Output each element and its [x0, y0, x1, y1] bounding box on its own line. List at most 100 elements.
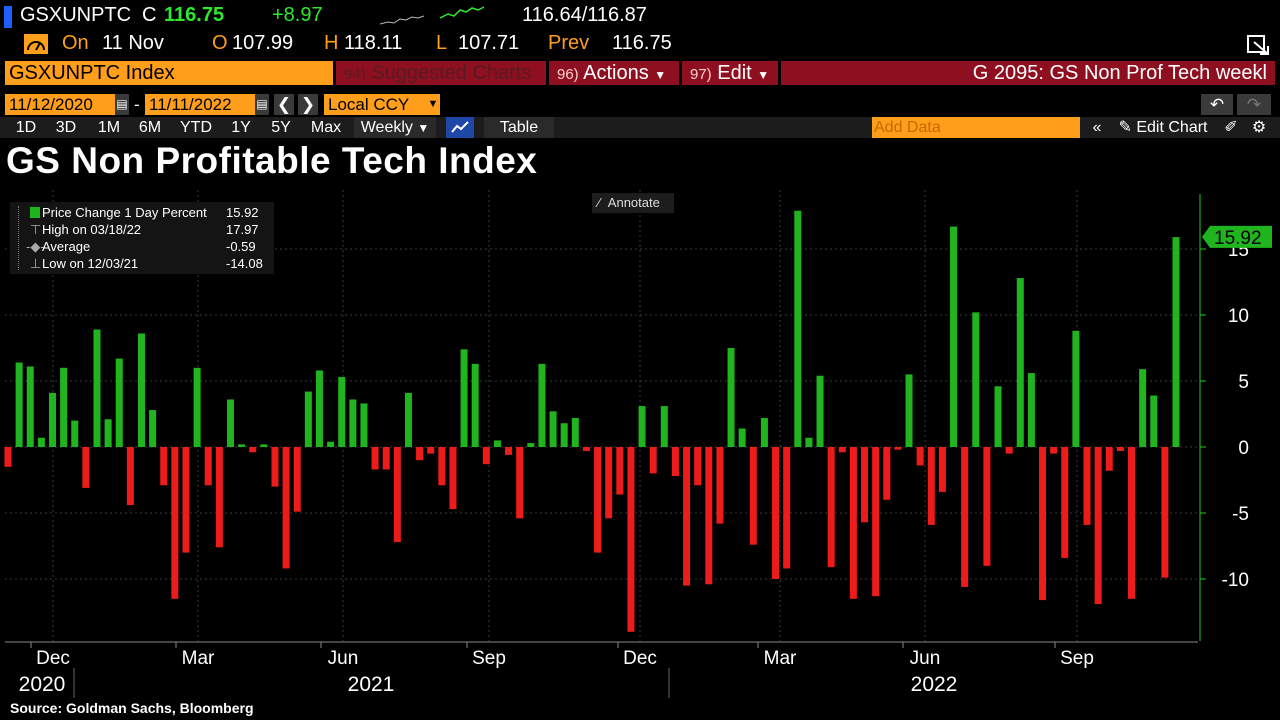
bar — [171, 447, 179, 599]
settings-gear-icon[interactable]: ⚙ — [1251, 119, 1267, 136]
bar — [427, 447, 435, 454]
suggested-charts-menu[interactable]: 94) Suggested Charts — [336, 61, 546, 85]
collapse-icon[interactable]: « — [1092, 119, 1102, 136]
bar — [338, 377, 346, 447]
edit-menu[interactable]: 97) Edit ▼ — [682, 61, 778, 85]
security-field[interactable]: GSXUNPTC Index — [5, 61, 333, 85]
bar — [638, 406, 646, 447]
bar — [883, 447, 891, 500]
bar — [705, 447, 713, 585]
bar — [772, 447, 780, 579]
y-tick-label: -10 — [1222, 570, 1249, 591]
bar — [71, 420, 79, 447]
currency-dropdown-icon[interactable]: ▼ — [426, 94, 440, 115]
bar — [1016, 278, 1024, 447]
date-range-bar: 11/12/2020 ▤ - 11/11/2022 ▤ ❮ ❯ Local CC… — [0, 94, 1280, 115]
bar — [160, 447, 168, 486]
period-1d[interactable]: 1D — [15, 119, 37, 136]
frequency-select[interactable]: Weekly ▼ — [354, 117, 436, 138]
bar — [93, 329, 101, 447]
legend-value: -0.59 — [226, 239, 256, 254]
popout-icon[interactable] — [1246, 32, 1272, 56]
annotate-button[interactable]: ⁄ Annotate — [592, 193, 674, 213]
last-price: 116.75 — [164, 4, 225, 26]
x-year-label: 2020 — [19, 673, 66, 696]
bar — [972, 312, 980, 447]
quote-bar: GSXUNPTC C 116.75 +8.97 116.64/116.87 — [0, 4, 1280, 28]
annotate-label: Annotate — [607, 195, 660, 210]
bar — [894, 447, 902, 450]
bar — [838, 447, 846, 453]
legend-row-average: -◆- Average -0.59 — [10, 238, 274, 255]
date-forward-icon[interactable]: ❯ — [298, 94, 318, 115]
legend-swatch-icon — [30, 207, 40, 218]
bar — [983, 447, 991, 566]
bar — [416, 447, 424, 461]
quote-detail-bar: On 11 Nov O 107.99 H 118.11 L 107.71 Pre… — [0, 32, 1280, 56]
period-5y[interactable]: 5Y — [271, 119, 291, 136]
y-tick-label: 0 — [1238, 438, 1249, 459]
frequency-dropdown-icon: ▼ — [417, 121, 430, 135]
end-date-field[interactable]: 11/11/2022 — [145, 94, 255, 115]
start-date-field[interactable]: 11/12/2020 — [5, 94, 115, 115]
period-max[interactable]: Max — [310, 119, 342, 136]
start-calendar-icon[interactable]: ▤ — [115, 94, 129, 115]
bar — [783, 447, 791, 569]
suggested-num: 94) — [344, 66, 366, 83]
period-3d[interactable]: 3D — [55, 119, 77, 136]
period-1m[interactable]: 1M — [97, 119, 121, 136]
x-tick-label: Sep — [472, 648, 506, 669]
undo-icon[interactable]: ↶ — [1201, 94, 1233, 115]
actions-menu[interactable]: 96) Actions ▼ — [549, 61, 679, 85]
suggested-label: Suggested Charts — [371, 62, 532, 84]
bar — [182, 447, 190, 553]
actions-dropdown-icon: ▼ — [654, 68, 667, 82]
bar — [304, 391, 312, 447]
x-tick-label: Dec — [36, 648, 70, 669]
add-data-input[interactable]: Add Data — [872, 117, 1080, 138]
bar — [215, 447, 223, 548]
end-calendar-icon[interactable]: ▤ — [255, 94, 269, 115]
currency-select[interactable]: Local CCY — [324, 94, 426, 115]
bar — [1039, 447, 1047, 601]
date-back-icon[interactable]: ❮ — [274, 94, 294, 115]
y-tick-label: 10 — [1228, 306, 1249, 327]
legend-row-low: ⊥ Low on 12/03/21 -14.08 — [10, 255, 274, 272]
trend-sparkline-icon — [440, 6, 484, 19]
bar — [516, 447, 524, 519]
edit-chart-button[interactable]: ✎ Edit Chart — [1112, 117, 1214, 138]
table-button[interactable]: Table — [484, 117, 554, 138]
open-value: 107.99 — [232, 32, 294, 54]
redo-icon[interactable]: ↷ — [1237, 94, 1271, 115]
chart-legend: Price Change 1 Day Percent 15.92 ⊤ High … — [10, 202, 274, 274]
period-1y[interactable]: 1Y — [231, 119, 251, 136]
bar — [293, 447, 301, 512]
average-marker-icon: -◆- — [26, 239, 45, 254]
bar — [271, 447, 279, 487]
period-ytd[interactable]: YTD — [180, 119, 212, 136]
bar — [349, 399, 357, 447]
bar — [1050, 447, 1058, 454]
bar — [738, 428, 746, 447]
period-6m[interactable]: 6M — [138, 119, 162, 136]
x-tick-label: Mar — [764, 648, 797, 669]
bar — [594, 447, 602, 553]
line-chart-icon[interactable] — [446, 117, 474, 138]
chart-name-field[interactable]: G 2095: GS Non Prof Tech weekl — [781, 61, 1275, 85]
bar — [26, 366, 34, 447]
bar — [1150, 395, 1158, 447]
edit-icon[interactable]: ✐ — [1224, 119, 1238, 136]
bar — [816, 375, 824, 447]
bar — [60, 367, 68, 447]
bar — [37, 437, 45, 447]
legend-row-high: ⊤ High on 03/18/22 17.97 — [10, 221, 274, 238]
legend-value: 15.92 — [226, 205, 259, 220]
legend-value: -14.08 — [226, 256, 263, 271]
ticker[interactable]: GSXUNPTC — [20, 4, 132, 26]
open-label: O — [212, 32, 228, 54]
bar — [260, 444, 268, 447]
actions-label: Actions — [583, 62, 649, 84]
bar — [404, 392, 412, 447]
bar — [438, 447, 446, 486]
